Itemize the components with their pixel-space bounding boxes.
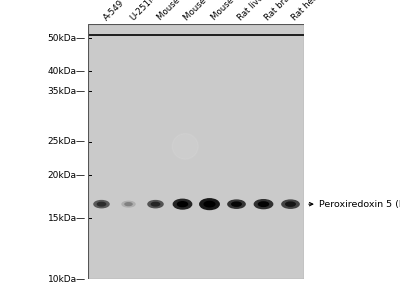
Text: 10kDa—: 10kDa— bbox=[48, 275, 86, 284]
Ellipse shape bbox=[173, 199, 192, 209]
Text: U-251MG: U-251MG bbox=[128, 0, 163, 22]
Ellipse shape bbox=[204, 201, 215, 207]
Ellipse shape bbox=[254, 200, 273, 208]
Ellipse shape bbox=[97, 202, 106, 206]
Text: 20kDa—: 20kDa— bbox=[48, 171, 86, 180]
Ellipse shape bbox=[151, 202, 160, 206]
Text: 25kDa—: 25kDa— bbox=[48, 138, 86, 146]
Text: 15kDa—: 15kDa— bbox=[48, 214, 86, 223]
Text: 50kDa—: 50kDa— bbox=[48, 34, 86, 42]
Ellipse shape bbox=[200, 199, 219, 209]
Text: 35kDa—: 35kDa— bbox=[48, 87, 86, 96]
Text: Peroxiredoxin 5 (PRDX5): Peroxiredoxin 5 (PRDX5) bbox=[319, 200, 400, 209]
Ellipse shape bbox=[125, 203, 132, 206]
Text: Rat liver: Rat liver bbox=[236, 0, 268, 22]
Text: Mouse kidney: Mouse kidney bbox=[210, 0, 258, 22]
Ellipse shape bbox=[172, 134, 198, 159]
Text: Mouse liver: Mouse liver bbox=[182, 0, 224, 22]
Ellipse shape bbox=[258, 202, 268, 206]
Ellipse shape bbox=[148, 200, 163, 208]
Ellipse shape bbox=[286, 202, 295, 206]
Ellipse shape bbox=[94, 200, 109, 208]
Ellipse shape bbox=[122, 201, 135, 207]
Ellipse shape bbox=[178, 202, 188, 207]
Text: Rat heart: Rat heart bbox=[290, 0, 325, 22]
Text: Mouse lung: Mouse lung bbox=[156, 0, 197, 22]
Ellipse shape bbox=[228, 200, 245, 208]
Text: A-549: A-549 bbox=[102, 0, 126, 22]
Text: 40kDa—: 40kDa— bbox=[48, 67, 86, 76]
Ellipse shape bbox=[282, 200, 299, 208]
Text: Rat brain: Rat brain bbox=[264, 0, 298, 22]
Ellipse shape bbox=[232, 202, 241, 206]
